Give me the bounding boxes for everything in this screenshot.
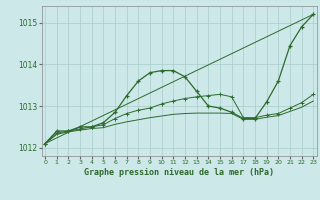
X-axis label: Graphe pression niveau de la mer (hPa): Graphe pression niveau de la mer (hPa) [84,168,274,177]
